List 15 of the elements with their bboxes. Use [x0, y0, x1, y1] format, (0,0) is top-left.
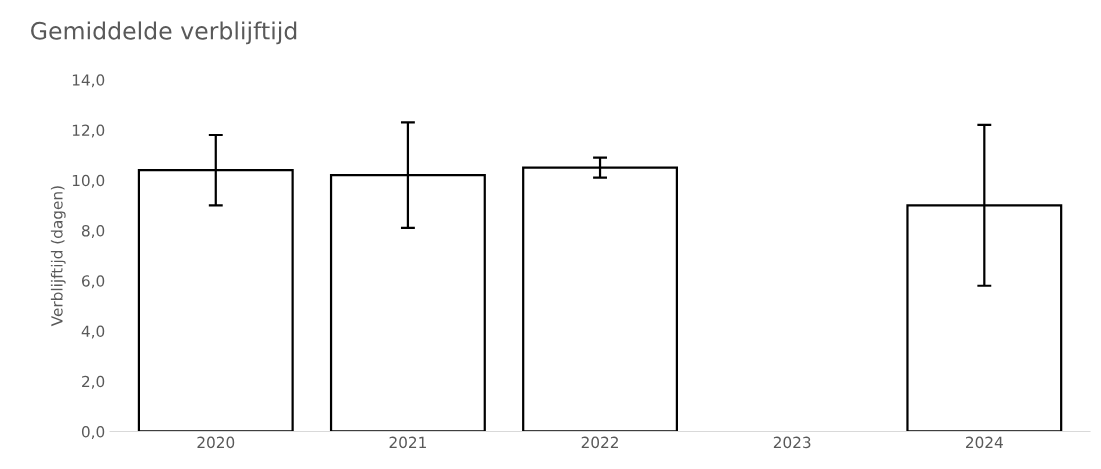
y-tick-label: 4,0	[81, 325, 105, 339]
x-tick-label: 2023	[773, 436, 811, 449]
y-tick-label: 2,0	[82, 375, 105, 389]
y-tick-label: 10,0	[72, 174, 105, 188]
y-axis-title: Verblijftijd (dagen)	[50, 186, 66, 327]
chart-title: Gemiddelde verblijftijd	[31, 21, 297, 45]
y-tick-label: 12,0	[72, 124, 105, 138]
x-tick-label: 2024	[965, 436, 1003, 449]
x-tick-label: 2020	[197, 436, 235, 449]
x-tick-label: 2022	[581, 436, 618, 449]
x-tick-label: 2021	[389, 436, 426, 449]
y-tick-label: 0,0	[81, 425, 105, 440]
y-tick-label: 8,0	[81, 224, 105, 239]
y-tick-label: 6,0	[82, 275, 105, 289]
y-tick-label: 14,0	[72, 74, 105, 88]
